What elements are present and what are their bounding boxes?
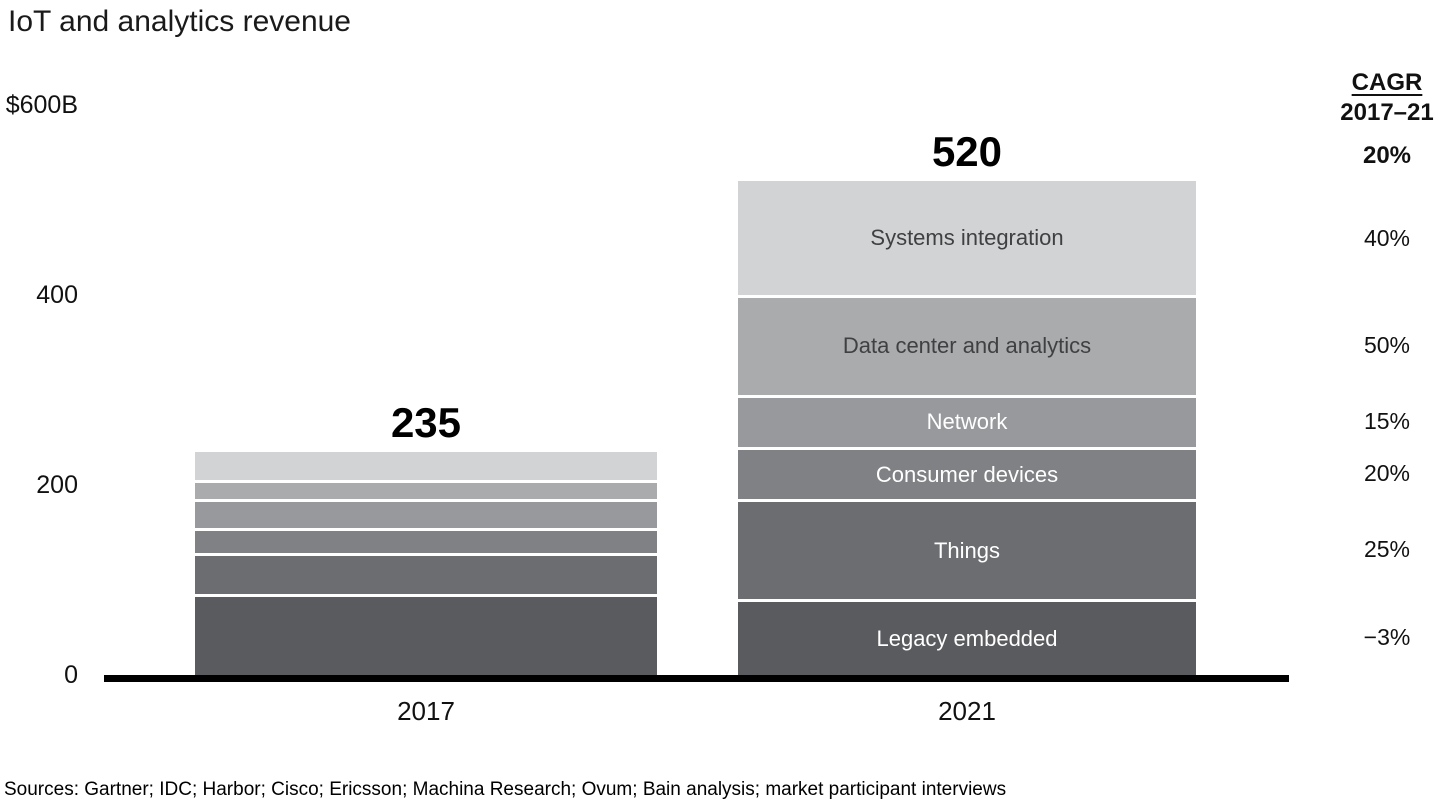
bar-segment: [195, 451, 657, 481]
chart-title: IoT and analytics revenue: [8, 5, 351, 38]
bar-segment: Consumer devices: [738, 447, 1196, 500]
y-axis-tick-label: $600B: [5, 91, 78, 119]
y-axis-tick-label: 200: [36, 471, 78, 499]
cagr-value: 15%: [1363, 407, 1411, 434]
source-note: Sources: Gartner; IDC; Harbor; Cisco; Er…: [4, 779, 1007, 800]
bar-segment: [195, 480, 657, 500]
x-axis-label-2021: 2021: [938, 696, 996, 726]
bar-segment-label: Legacy embedded: [876, 625, 1058, 651]
bar-segment: Systems integration: [738, 181, 1196, 295]
bar-segment: [195, 594, 657, 675]
bar-total-label: 520: [931, 128, 1003, 175]
x-axis-line: [104, 675, 1289, 682]
cagr-value: −3%: [1363, 624, 1411, 650]
bar-segment-label: Consumer devices: [875, 461, 1059, 487]
bar-segment-label: Network: [926, 409, 1008, 435]
bar-segment-label: Systems integration: [870, 225, 1064, 250]
cagr-value: 25%: [1363, 536, 1411, 563]
bar-segment: Things: [738, 499, 1196, 599]
cagr-period-label: 2017–21: [1340, 99, 1434, 126]
y-axis-tick-label: 0: [64, 661, 78, 689]
bar-total-label: 235: [390, 398, 462, 446]
cagr-column-header: CAGR 2017–21 20%: [1336, 68, 1438, 170]
cagr-value: 20%: [1363, 460, 1411, 487]
cagr-value: 50%: [1363, 331, 1411, 358]
cagr-total-value: 20%: [1362, 142, 1412, 169]
bar-segment: [195, 499, 657, 528]
cagr-value: 40%: [1363, 225, 1411, 251]
bar-segment-label: Data center and analytics: [842, 333, 1092, 359]
bar-segment: [195, 527, 657, 554]
bar-segment-label: Things: [933, 537, 1001, 563]
cagr-header-label: CAGR: [1351, 69, 1423, 96]
bar-2021: Systems integration Data center and analy…: [738, 181, 1196, 675]
y-axis-tick-label: 400: [36, 281, 78, 309]
bar-2017: [195, 451, 657, 675]
bar-segment: [195, 553, 657, 595]
x-axis-label-2017: 2017: [397, 696, 455, 726]
bar-segment: Legacy embedded: [738, 599, 1196, 675]
bar-segment: Data center and analytics: [738, 295, 1196, 395]
bar-segment: Network: [738, 394, 1196, 447]
